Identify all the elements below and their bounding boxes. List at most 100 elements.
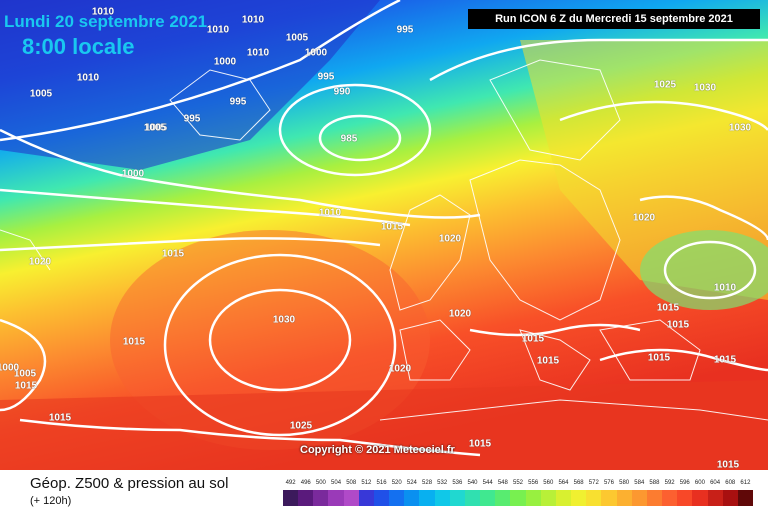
colorscale-swatch bbox=[404, 490, 420, 506]
isobars bbox=[0, 0, 768, 455]
colorscale-swatch bbox=[616, 490, 633, 506]
isobar-label: 1015 bbox=[161, 248, 185, 260]
isobar-label: 1025 bbox=[289, 420, 313, 432]
isobar-label: 1010 bbox=[241, 14, 265, 26]
colorscale-tick: 552 bbox=[512, 480, 524, 486]
colorscale-tick: 572 bbox=[588, 480, 599, 486]
colorscale-swatch bbox=[464, 490, 481, 506]
isobar-label: 1015 bbox=[468, 438, 492, 450]
colorscale-swatch bbox=[571, 490, 587, 506]
isobar-label: 1010 bbox=[318, 207, 342, 219]
colorscale-swatch bbox=[298, 490, 314, 506]
isobar-label: 1030 bbox=[693, 82, 717, 94]
colorscale-swatch bbox=[434, 490, 451, 506]
isobar-label: 1015 bbox=[48, 412, 72, 424]
colorscale-swatch bbox=[419, 490, 436, 506]
colorscale-tick: 544 bbox=[482, 480, 493, 486]
isobar-label: 1015 bbox=[380, 221, 404, 233]
colorscale-swatch bbox=[510, 490, 527, 506]
isobar-label: 1005 bbox=[144, 122, 168, 134]
isobar-label: 995 bbox=[396, 24, 414, 36]
colorscale-swatch bbox=[722, 490, 739, 506]
colorscale-swatch bbox=[389, 490, 405, 506]
colorscale-tick: 532 bbox=[437, 480, 448, 486]
isobar-label: 1005 bbox=[13, 368, 37, 380]
colorscale-tick: 608 bbox=[725, 480, 736, 486]
colorscale-tick: 524 bbox=[406, 480, 417, 486]
map-title: Géop. Z500 & pression au sol bbox=[30, 475, 229, 492]
colorscale-swatch bbox=[328, 490, 345, 506]
colorscale-tick: 612 bbox=[740, 480, 751, 486]
run-banner: Run ICON 6 Z du Mercredi 15 septembre 20… bbox=[468, 9, 760, 29]
colorscale-tick: 520 bbox=[391, 480, 402, 486]
isobar-label: 995 bbox=[183, 113, 201, 125]
forecast-date: Lundi 20 septembre 2021 bbox=[4, 12, 208, 31]
map-subtitle: (+ 120h) bbox=[30, 495, 72, 507]
isobar-label: 995 bbox=[317, 71, 335, 83]
isobar-label: 1010 bbox=[246, 47, 270, 59]
colorscale-tick: 592 bbox=[664, 480, 675, 486]
isobar-label: 1020 bbox=[448, 308, 472, 320]
colorscale-swatch bbox=[313, 490, 329, 506]
colorscale-swatch bbox=[677, 490, 693, 506]
colorscale-swatch bbox=[495, 490, 511, 506]
east-trough bbox=[640, 230, 768, 310]
isobar-label: 1000 bbox=[121, 168, 145, 180]
copyright: Copyright © 2021 Meteociel.fr bbox=[300, 444, 455, 456]
isobar-label: 1000 bbox=[304, 47, 328, 59]
isobar-label: 1010 bbox=[713, 282, 737, 294]
colorscale-swatch bbox=[737, 490, 754, 506]
isobar-label: 1015 bbox=[122, 336, 146, 348]
colorscale-tick: 512 bbox=[361, 480, 372, 486]
isobar-label: 1020 bbox=[28, 256, 52, 268]
isobar-label: 1005 bbox=[143, 122, 167, 134]
isobar-label: 990 bbox=[333, 86, 351, 98]
colorscale-swatch bbox=[480, 490, 496, 506]
isobar-label: 1000 bbox=[0, 362, 20, 374]
colorscale-swatch bbox=[707, 490, 724, 506]
isobar-label: 1030 bbox=[728, 122, 752, 134]
colorscale-tick: 540 bbox=[467, 480, 478, 486]
colorscale-tick: 596 bbox=[679, 480, 690, 486]
isobar-label: 1015 bbox=[14, 380, 38, 392]
colorscale-tick: 496 bbox=[300, 480, 311, 486]
forecast-hour: 8:00 locale bbox=[22, 34, 135, 59]
colorscale-swatch bbox=[373, 490, 390, 506]
colorscale-swatch bbox=[601, 490, 618, 506]
isobar-label: 1020 bbox=[438, 233, 462, 245]
colorscale-tick: 500 bbox=[315, 480, 326, 486]
isobar-label: 1005 bbox=[29, 88, 53, 100]
colorscale-swatch bbox=[283, 490, 299, 506]
coastlines bbox=[0, 59, 768, 421]
isobar-label: 1005 bbox=[285, 32, 309, 44]
isobar-label: 995 bbox=[229, 96, 247, 108]
colorscale-swatch bbox=[631, 490, 648, 506]
colorscale-swatch bbox=[555, 490, 572, 506]
isobar-label: 1025 bbox=[653, 79, 677, 91]
colorscale-swatch bbox=[449, 490, 466, 506]
colorscale-tick: 536 bbox=[452, 480, 463, 486]
isobar-label: 1015 bbox=[521, 333, 545, 345]
colorscale-tick: 564 bbox=[558, 480, 569, 486]
isobar-label: 1010 bbox=[91, 6, 115, 18]
colorscale-swatch bbox=[586, 490, 602, 506]
colorscale-tick: 604 bbox=[710, 480, 721, 486]
isobar-label: 1015 bbox=[716, 459, 740, 471]
weather-map: Lundi 20 septembre 2021 8:00 locale Run … bbox=[0, 0, 768, 470]
colorscale-swatch bbox=[358, 490, 375, 506]
colorscale-bar bbox=[283, 490, 754, 506]
colorscale-tick: 584 bbox=[634, 480, 645, 486]
colorscale-tick: 576 bbox=[603, 480, 614, 486]
isobar-label: 1020 bbox=[632, 212, 656, 224]
colorscale-tick: 528 bbox=[422, 480, 433, 486]
colorscale-swatch bbox=[525, 490, 542, 506]
colorscale-swatch bbox=[343, 490, 360, 506]
colorscale-tick: 516 bbox=[376, 480, 387, 486]
colorscale-swatch bbox=[692, 490, 708, 506]
colorscale-tick: 568 bbox=[573, 480, 584, 486]
colorscale-tick: 600 bbox=[694, 480, 705, 486]
colorscale-tick: 548 bbox=[497, 480, 508, 486]
isobar-label: 1015 bbox=[713, 354, 737, 366]
colorscale-tick: 556 bbox=[528, 480, 539, 486]
colorscale-swatch bbox=[646, 490, 663, 506]
